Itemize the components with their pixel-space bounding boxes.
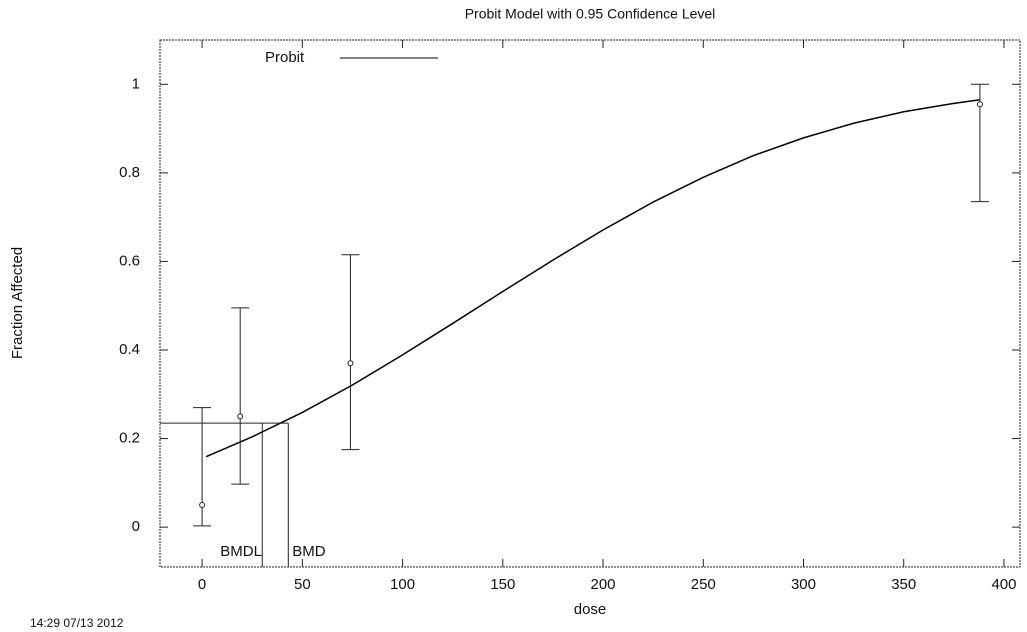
x-tick-label: 400 xyxy=(991,576,1016,593)
y-axis-label: Fraction Affected xyxy=(9,247,26,359)
data-point xyxy=(976,101,983,108)
y-tick-label: 0.4 xyxy=(119,341,140,358)
x-tick-label: 150 xyxy=(490,576,515,593)
data-point xyxy=(347,360,354,367)
data-point xyxy=(237,413,244,420)
data-point xyxy=(199,502,206,508)
bmd-label: BMD xyxy=(292,543,326,560)
x-axis-label: dose xyxy=(574,601,607,618)
plot-frame xyxy=(159,39,1021,568)
x-tick-label: 200 xyxy=(591,576,616,593)
y-tick-label: 0.2 xyxy=(119,430,140,447)
x-tick-label: 250 xyxy=(691,576,716,593)
x-tick-label: 300 xyxy=(791,576,816,593)
y-tick-label: 0 xyxy=(132,518,140,535)
x-tick-label: 0 xyxy=(198,576,206,593)
y-tick-label: 1 xyxy=(132,75,140,92)
bmdl-label: BMDL xyxy=(220,543,262,560)
x-tick-label: 50 xyxy=(294,576,311,593)
x-tick-label: 350 xyxy=(891,576,916,593)
y-tick-label: 0.8 xyxy=(119,164,140,181)
x-tick-label: 100 xyxy=(390,576,415,593)
legend-label: Probit xyxy=(265,49,305,66)
footer: 14:29 07/13 2012 xyxy=(30,616,124,627)
fit-line xyxy=(205,99,981,458)
y-tick-label: 0.6 xyxy=(119,252,140,269)
chart-title: Probit Model with 0.95 Confidence Level xyxy=(465,6,716,22)
